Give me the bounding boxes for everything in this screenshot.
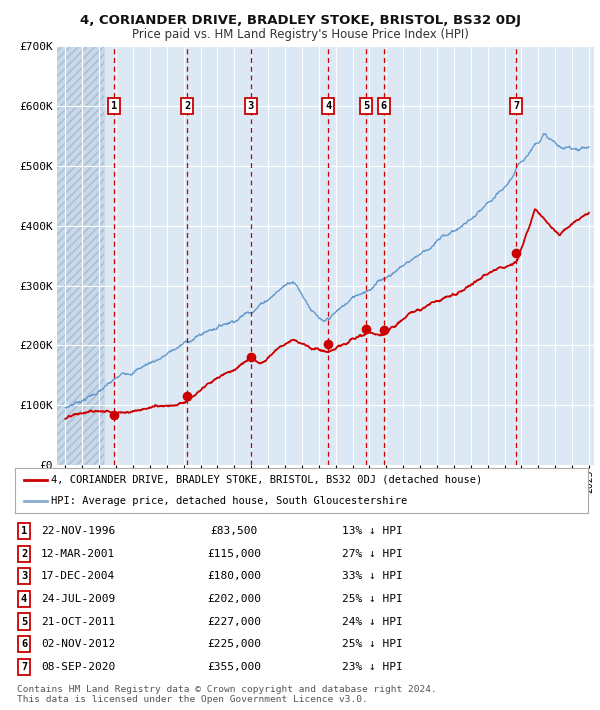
Text: 25% ↓ HPI: 25% ↓ HPI <box>341 639 403 649</box>
Text: 4, CORIANDER DRIVE, BRADLEY STOKE, BRISTOL, BS32 0DJ: 4, CORIANDER DRIVE, BRADLEY STOKE, BRIST… <box>79 14 521 27</box>
Text: 3: 3 <box>248 101 254 111</box>
Text: 08-SEP-2020: 08-SEP-2020 <box>41 662 115 672</box>
Text: 24% ↓ HPI: 24% ↓ HPI <box>341 616 403 626</box>
Text: 7: 7 <box>513 101 519 111</box>
Text: £225,000: £225,000 <box>207 639 261 649</box>
Text: 1: 1 <box>21 526 27 536</box>
Text: 4: 4 <box>325 101 331 111</box>
Text: £115,000: £115,000 <box>207 549 261 559</box>
Text: 22-NOV-1996: 22-NOV-1996 <box>41 526 115 536</box>
Text: 7: 7 <box>21 662 27 672</box>
Text: 33% ↓ HPI: 33% ↓ HPI <box>341 572 403 581</box>
Text: 5: 5 <box>363 101 370 111</box>
Text: £180,000: £180,000 <box>207 572 261 581</box>
Text: 6: 6 <box>21 639 27 649</box>
Text: 3: 3 <box>21 572 27 581</box>
Text: 02-NOV-2012: 02-NOV-2012 <box>41 639 115 649</box>
Text: 27% ↓ HPI: 27% ↓ HPI <box>341 549 403 559</box>
Text: £83,500: £83,500 <box>211 526 257 536</box>
Text: 23% ↓ HPI: 23% ↓ HPI <box>341 662 403 672</box>
Text: HPI: Average price, detached house, South Gloucestershire: HPI: Average price, detached house, Sout… <box>51 496 407 506</box>
Bar <box>57 46 104 465</box>
Text: 6: 6 <box>380 101 387 111</box>
Text: Contains HM Land Registry data © Crown copyright and database right 2024.
This d: Contains HM Land Registry data © Crown c… <box>17 685 437 704</box>
Text: 25% ↓ HPI: 25% ↓ HPI <box>341 594 403 604</box>
Text: 17-DEC-2004: 17-DEC-2004 <box>41 572 115 581</box>
Text: 2: 2 <box>21 549 27 559</box>
Text: 21-OCT-2011: 21-OCT-2011 <box>41 616 115 626</box>
Text: 2: 2 <box>184 101 190 111</box>
Text: 5: 5 <box>21 616 27 626</box>
Text: £227,000: £227,000 <box>207 616 261 626</box>
Text: 4, CORIANDER DRIVE, BRADLEY STOKE, BRISTOL, BS32 0DJ (detached house): 4, CORIANDER DRIVE, BRADLEY STOKE, BRIST… <box>51 475 482 485</box>
Bar <box>57 46 104 465</box>
Text: 13% ↓ HPI: 13% ↓ HPI <box>341 526 403 536</box>
Text: 1: 1 <box>111 101 118 111</box>
Text: £202,000: £202,000 <box>207 594 261 604</box>
Text: 12-MAR-2001: 12-MAR-2001 <box>41 549 115 559</box>
Text: 24-JUL-2009: 24-JUL-2009 <box>41 594 115 604</box>
Text: £355,000: £355,000 <box>207 662 261 672</box>
Text: Price paid vs. HM Land Registry's House Price Index (HPI): Price paid vs. HM Land Registry's House … <box>131 28 469 41</box>
Text: 4: 4 <box>21 594 27 604</box>
